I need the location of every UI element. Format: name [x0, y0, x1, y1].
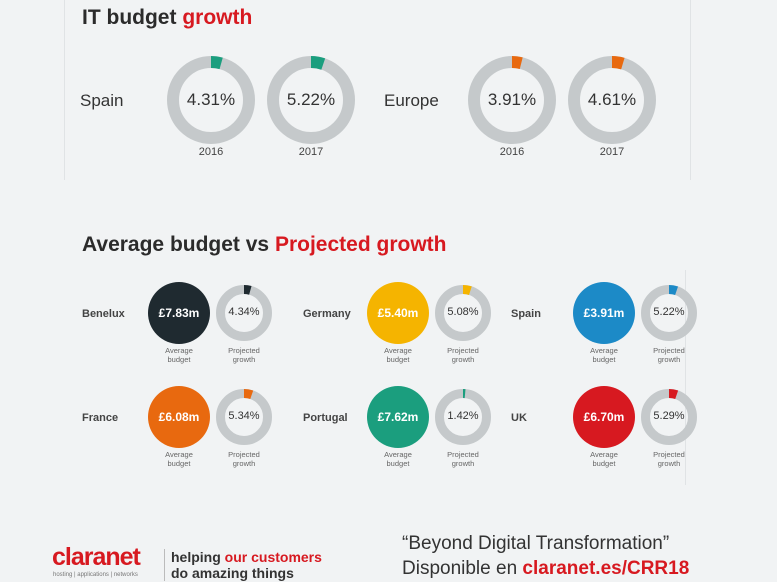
donut-chart [568, 56, 656, 144]
donut-value: 4.31% [186, 90, 236, 109]
donut-value: 1.42% [447, 410, 479, 422]
donut-segment [668, 285, 679, 296]
average-budget-circle: £7.83m [148, 282, 210, 344]
tagline: helping our customers do amazing things [164, 549, 322, 581]
projected-growth-donut: 5.34% [216, 389, 272, 445]
average-budget-caption: Average budget [165, 346, 193, 364]
donut-segment [210, 56, 223, 70]
country-label: Spain [511, 308, 541, 320]
donut-chart [167, 56, 255, 144]
divider-line [690, 0, 691, 180]
year-label: 2017 [599, 146, 625, 158]
growth-donut: 4.31% [167, 56, 255, 144]
divider-line [685, 270, 686, 485]
projected-growth-caption: Projected growth [228, 346, 260, 364]
donut-value: 5.34% [228, 410, 260, 422]
donut-value: 5.22% [286, 90, 336, 109]
projected-growth-caption: Projected growth [228, 450, 260, 468]
donut-value: 5.08% [447, 306, 479, 318]
claranet-logo: claranet [52, 543, 141, 571]
region-label: Europe [384, 91, 439, 110]
region-label: Spain [80, 91, 124, 110]
donut-segment [611, 56, 625, 70]
donut-segment [511, 56, 523, 70]
country-label: Germany [303, 308, 351, 320]
donut-value: 5.22% [653, 306, 685, 318]
donut-chart [267, 56, 355, 144]
average-budget-circle: £6.08m [148, 386, 210, 448]
donut-segment [243, 285, 252, 295]
donut-chart [641, 285, 697, 341]
donut-value: 4.34% [228, 306, 260, 318]
donut-value: 3.91% [487, 90, 537, 109]
average-budget-circle: £3.91m [573, 282, 635, 344]
donut-chart [435, 389, 491, 445]
donut-segment [243, 389, 254, 400]
country-label: France [82, 412, 119, 424]
growth-donut: 4.61% [568, 56, 656, 144]
report-link[interactable]: claranet.es/CRR18 [522, 558, 690, 579]
projected-growth-caption: Projected growth [447, 450, 479, 468]
projected-growth-caption: Projected growth [447, 346, 479, 364]
year-label: 2016 [499, 146, 525, 158]
country-label: Portugal [303, 412, 348, 424]
report-promo: “Beyond Digital Transformation” Disponib… [402, 533, 690, 579]
donut-value: 5.29% [653, 410, 685, 422]
donut-value: 4.61% [587, 90, 637, 109]
average-budget-circle: £5.40m [367, 282, 429, 344]
donut-chart [468, 56, 556, 144]
projected-growth-caption: Projected growth [653, 450, 685, 468]
donut-chart [435, 285, 491, 341]
divider-line [64, 0, 65, 180]
donut-chart [216, 285, 272, 341]
donut-segment [668, 389, 679, 400]
projected-growth-donut: 5.29% [641, 389, 697, 445]
projected-growth-donut: 4.34% [216, 285, 272, 341]
country-label: Benelux [82, 308, 125, 320]
donut-segment [310, 56, 326, 70]
average-budget-caption: Average budget [384, 346, 412, 364]
year-label: 2017 [298, 146, 324, 158]
growth-donut: 5.22% [267, 56, 355, 144]
projected-growth-caption: Projected growth [653, 346, 685, 364]
average-budget-caption: Average budget [590, 346, 618, 364]
projected-growth-donut: 5.08% [435, 285, 491, 341]
average-budget-caption: Average budget [384, 450, 412, 468]
projected-growth-donut: 5.22% [641, 285, 697, 341]
projected-growth-donut: 1.42% [435, 389, 491, 445]
logo-subtitle: hosting | applications | networks [53, 572, 138, 578]
country-label: UK [511, 412, 527, 424]
average-budget-circle: £6.70m [573, 386, 635, 448]
section-title-average-vs-projected: Average budget vs Projected growth [82, 233, 447, 256]
donut-segment [462, 285, 472, 296]
average-budget-caption: Average budget [590, 450, 618, 468]
section-title-it-budget-growth: IT budget growth [82, 6, 253, 29]
average-budget-caption: Average budget [165, 450, 193, 468]
year-label: 2016 [198, 146, 224, 158]
donut-chart [216, 389, 272, 445]
growth-donut: 3.91% [468, 56, 556, 144]
average-budget-circle: £7.62m [367, 386, 429, 448]
donut-chart [641, 389, 697, 445]
